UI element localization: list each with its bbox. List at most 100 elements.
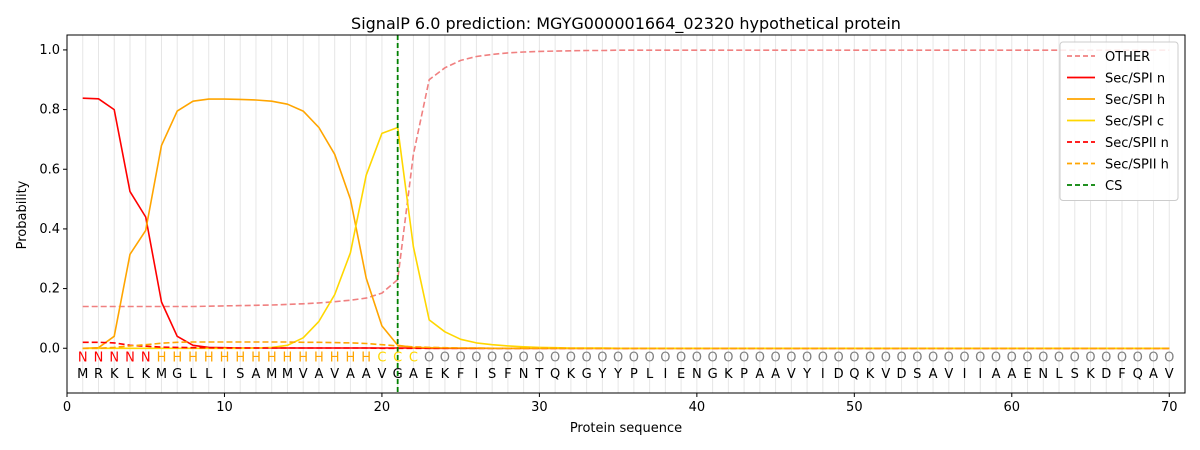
region-label: O — [471, 351, 481, 366]
residue-letter: D — [897, 367, 907, 382]
region-label: O — [959, 351, 969, 366]
residue-letter: Y — [613, 367, 622, 382]
region-label: H — [172, 351, 182, 366]
residue-letter: P — [630, 367, 638, 382]
region-label: O — [991, 351, 1001, 366]
x-tick-label: 40 — [689, 400, 706, 415]
region-label: H — [220, 351, 230, 366]
region-label: O — [1101, 351, 1111, 366]
legend: OTHER Sec/SPI n Sec/SPI h Sec/SPI c Sec/SPII… — [1059, 41, 1179, 201]
legend-box — [1059, 41, 1179, 201]
residue-letter: V — [1165, 367, 1174, 382]
residue-letter: Q — [849, 367, 859, 382]
region-label: O — [1070, 351, 1080, 366]
residue-letter: I — [978, 367, 982, 382]
region-label: O — [692, 351, 702, 366]
residue-letter: A — [771, 367, 780, 382]
region-label: O — [1022, 351, 1032, 366]
region-label: N — [109, 351, 119, 366]
residue-letter: N — [519, 367, 529, 382]
region-label: H — [267, 351, 277, 366]
residue-letter: M — [77, 367, 88, 382]
region-label: O — [597, 351, 607, 366]
residue-letter: M — [282, 367, 293, 382]
residue-letter: K — [141, 367, 150, 382]
residue-letter: V — [330, 367, 339, 382]
region-label: O — [645, 351, 655, 366]
region-label: O — [975, 351, 985, 366]
region-label: H — [204, 351, 214, 366]
x-tick-label: 70 — [1161, 400, 1178, 415]
residue-letter: A — [1149, 367, 1158, 382]
residue-letter: Y — [597, 367, 606, 382]
residue-letter: A — [929, 367, 938, 382]
region-label: O — [456, 351, 466, 366]
residue-letter: Q — [550, 367, 560, 382]
y-tick-label: 0.8 — [39, 103, 60, 118]
residue-letter: V — [944, 367, 953, 382]
residue-letter: A — [362, 367, 371, 382]
legend-label: Sec/SPI h — [1105, 93, 1165, 108]
region-label: N — [141, 351, 151, 366]
region-label: O — [833, 351, 843, 366]
x-axis-ticks: 0 10 20 30 40 50 60 70 — [63, 393, 1178, 415]
residue-letter: I — [474, 367, 478, 382]
y-tick-label: 1.0 — [39, 43, 60, 58]
residue-letter: I — [821, 367, 825, 382]
region-label: O — [928, 351, 938, 366]
region-label: O — [1054, 351, 1064, 366]
residue-letter: E — [1023, 367, 1031, 382]
residue-letter: A — [1007, 367, 1016, 382]
residue-letter: G — [172, 367, 182, 382]
residue-letter: L — [205, 367, 213, 382]
residue-letter: F — [457, 367, 464, 382]
region-label: H — [235, 351, 245, 366]
region-label: H — [251, 351, 261, 366]
region-label: O — [440, 351, 450, 366]
residue-letter: K — [110, 367, 119, 382]
residue-letter: A — [252, 367, 261, 382]
region-label: O — [896, 351, 906, 366]
residue-letter: K — [567, 367, 576, 382]
x-axis-label: Protein sequence — [570, 421, 682, 436]
region-label: O — [723, 351, 733, 366]
residue-letter: Q — [1133, 367, 1143, 382]
region-label: O — [739, 351, 749, 366]
region-label: O — [881, 351, 891, 366]
residue-letter: D — [834, 367, 844, 382]
residue-letter: D — [1101, 367, 1111, 382]
residue-letter: A — [314, 367, 323, 382]
y-tick-label: 0.4 — [39, 222, 60, 237]
region-label: O — [424, 351, 434, 366]
residue-letter: N — [1038, 367, 1048, 382]
region-label: C — [377, 351, 386, 366]
series-line — [82, 49, 1170, 308]
residue-letter: A — [409, 367, 418, 382]
y-axis-ticks: 0.0 0.2 0.4 0.6 0.8 1.0 — [39, 43, 67, 356]
residue-letter: A — [992, 367, 1001, 382]
x-tick-label: 10 — [216, 400, 233, 415]
residue-letter: I — [223, 367, 227, 382]
residue-letter: A — [346, 367, 355, 382]
region-label: O — [912, 351, 922, 366]
plot-frame — [66, 34, 1186, 394]
legend-label: Sec/SPI c — [1105, 115, 1164, 130]
residue-letter: S — [1071, 367, 1079, 382]
x-tick-label: 30 — [531, 400, 548, 415]
region-label: H — [346, 351, 356, 366]
region-label: O — [865, 351, 875, 366]
residue-letter: M — [156, 367, 167, 382]
region-label: O — [613, 351, 623, 366]
region-label: O — [1164, 351, 1174, 366]
residue-letter: I — [663, 367, 667, 382]
region-label: O — [1133, 351, 1143, 366]
legend-label: CS — [1105, 179, 1122, 194]
residue-letter: F — [504, 367, 511, 382]
region-label: N — [78, 351, 88, 366]
residue-letter: P — [740, 367, 748, 382]
region-label: O — [944, 351, 954, 366]
residue-letter: K — [1086, 367, 1095, 382]
region-label: H — [314, 351, 324, 366]
residue-letter: K — [866, 367, 875, 382]
series-line — [82, 97, 1170, 350]
